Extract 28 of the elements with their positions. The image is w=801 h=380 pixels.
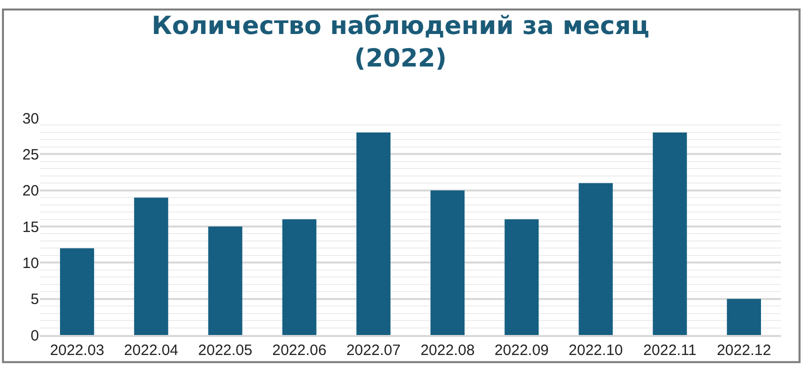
- bar: [578, 183, 613, 335]
- y-tick-label: 10: [22, 254, 39, 272]
- x-tick-label: 2022.06: [272, 342, 326, 359]
- y-tick-label: 30: [22, 110, 39, 128]
- x-tick-label: 2022.10: [568, 342, 623, 359]
- y-tick-label: 0: [30, 327, 39, 344]
- x-tick-label: 2022.11: [643, 342, 696, 359]
- bar: [356, 132, 390, 335]
- bar: [282, 219, 316, 335]
- y-tick-label: 20: [22, 182, 39, 200]
- y-tick-label: 15: [22, 218, 39, 236]
- y-tick-label: 25: [22, 146, 39, 164]
- bar: [430, 190, 465, 335]
- bar: [134, 198, 168, 335]
- x-tick-label: 2022.08: [420, 342, 475, 359]
- x-tick-label: 2022.07: [346, 342, 401, 359]
- bar: [208, 226, 242, 335]
- chart-title: Количество наблюдений за месяц (2022): [152, 11, 650, 73]
- x-tick-label: 2022.03: [50, 342, 104, 359]
- x-tick-label: 2022.05: [198, 342, 252, 359]
- bar: [504, 219, 539, 335]
- bar: [60, 248, 94, 335]
- bar: [652, 132, 687, 335]
- x-tick-label: 2022.04: [124, 342, 178, 359]
- x-tick-label: 2022.12: [716, 342, 772, 359]
- y-tick-label: 5: [30, 291, 39, 308]
- x-tick-label: 2022.09: [494, 342, 549, 359]
- bar: [726, 298, 761, 335]
